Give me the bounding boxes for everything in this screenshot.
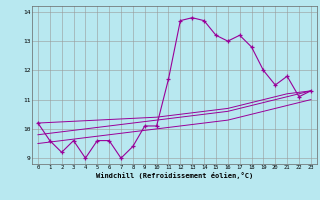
X-axis label: Windchill (Refroidissement éolien,°C): Windchill (Refroidissement éolien,°C)	[96, 172, 253, 179]
